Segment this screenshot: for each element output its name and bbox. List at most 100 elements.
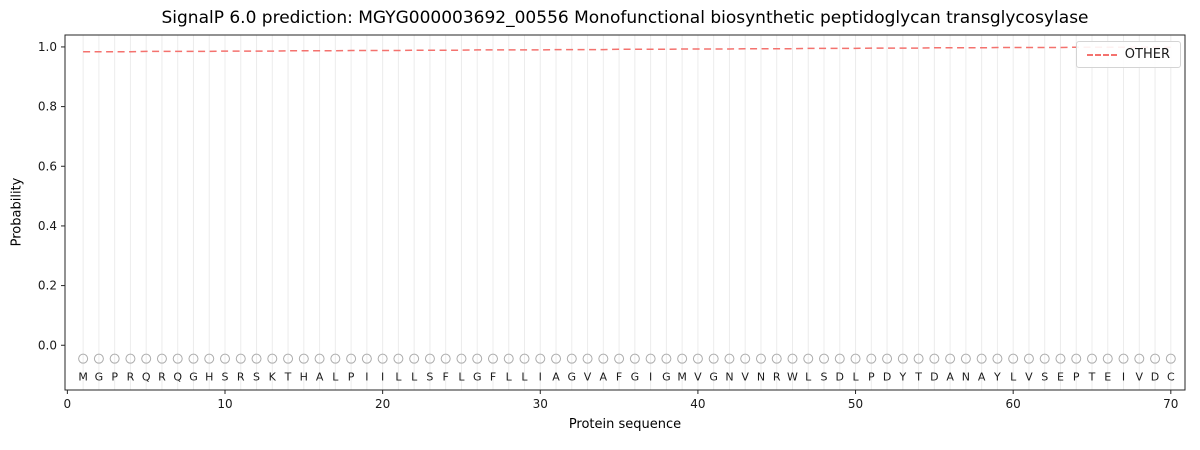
residue-letter: P bbox=[348, 371, 355, 384]
residue-marker bbox=[692, 353, 703, 364]
residue-marker bbox=[283, 353, 294, 364]
residue-marker bbox=[1118, 353, 1129, 364]
residue-marker bbox=[598, 353, 609, 364]
x-tick-label: 0 bbox=[64, 397, 72, 411]
residue-marker bbox=[330, 353, 341, 364]
residue-marker bbox=[472, 353, 483, 364]
residue-letter: L bbox=[411, 371, 418, 384]
residue-marker bbox=[1150, 353, 1161, 364]
residue-marker bbox=[1071, 353, 1082, 364]
residue-letter: W bbox=[787, 371, 798, 384]
residue-letter: N bbox=[725, 371, 733, 384]
residue-letter: Q bbox=[142, 371, 151, 384]
residue-marker bbox=[188, 353, 199, 364]
x-axis-label: Protein sequence bbox=[568, 417, 682, 432]
residue-letter: R bbox=[127, 371, 135, 384]
residue-letter: R bbox=[237, 371, 245, 384]
residue-letter: A bbox=[552, 371, 560, 384]
residue-letter: F bbox=[443, 371, 449, 384]
residue-marker bbox=[1008, 353, 1019, 364]
residue-letter: F bbox=[616, 371, 622, 384]
residue-letter: H bbox=[300, 371, 308, 384]
residue-letter: T bbox=[284, 371, 292, 384]
residue-letter: P bbox=[868, 371, 875, 384]
residue-letter: N bbox=[757, 371, 765, 384]
residue-marker bbox=[156, 353, 167, 364]
residue-marker bbox=[645, 353, 656, 364]
residue-letter: E bbox=[1057, 371, 1064, 384]
residue-letter: D bbox=[930, 371, 938, 384]
residue-letter: H bbox=[205, 371, 213, 384]
residue-letter: G bbox=[662, 371, 671, 384]
residue-marker bbox=[708, 353, 719, 364]
residue-marker bbox=[361, 353, 372, 364]
residue-letter: T bbox=[914, 371, 922, 384]
residue-letter: I bbox=[649, 371, 652, 384]
residue-marker bbox=[440, 353, 451, 364]
x-tick-label: 60 bbox=[1006, 397, 1021, 411]
residue-marker bbox=[519, 353, 530, 364]
residue-marker bbox=[976, 353, 987, 364]
residue-marker bbox=[803, 353, 814, 364]
x-tick-label: 20 bbox=[375, 397, 390, 411]
residue-letter: A bbox=[600, 371, 608, 384]
residue-marker bbox=[629, 353, 640, 364]
residue-marker bbox=[1165, 353, 1176, 364]
chart-title: SignalP 6.0 prediction: MGYG000003692_00… bbox=[161, 8, 1089, 28]
x-tick-label: 40 bbox=[690, 397, 705, 411]
x-tick-label: 30 bbox=[533, 397, 548, 411]
residue-letter: V bbox=[1136, 371, 1144, 384]
residue-letter: A bbox=[946, 371, 954, 384]
residue-letter: C bbox=[1167, 371, 1175, 384]
other-series-line bbox=[83, 46, 1171, 53]
residue-marker bbox=[1134, 353, 1145, 364]
residue-marker bbox=[456, 353, 467, 364]
residue-letter: G bbox=[473, 371, 482, 384]
residue-letter: I bbox=[365, 371, 368, 384]
residue-letter: S bbox=[821, 371, 828, 384]
residue-marker bbox=[1039, 353, 1050, 364]
residue-marker bbox=[235, 353, 246, 364]
residue-marker bbox=[661, 353, 672, 364]
residue-marker bbox=[78, 353, 89, 364]
residue-letter: D bbox=[1151, 371, 1159, 384]
residue-letter: F bbox=[490, 371, 496, 384]
residue-marker bbox=[866, 353, 877, 364]
residue-marker bbox=[1102, 353, 1113, 364]
residue-marker bbox=[298, 353, 309, 364]
y-tick-label: 1.0 bbox=[38, 40, 57, 54]
residue-letter: I bbox=[539, 371, 542, 384]
residue-letter: L bbox=[805, 371, 812, 384]
residue-letter: L bbox=[521, 371, 528, 384]
residue-letter: G bbox=[631, 371, 640, 384]
residue-letter: S bbox=[253, 371, 260, 384]
residue-marker bbox=[487, 353, 498, 364]
residue-letter: A bbox=[978, 371, 986, 384]
residue-marker bbox=[1055, 353, 1066, 364]
residue-letter: I bbox=[1122, 371, 1125, 384]
residue-letter: M bbox=[677, 371, 687, 384]
residue-marker bbox=[1086, 353, 1097, 364]
residue-marker bbox=[535, 353, 546, 364]
residue-letter: L bbox=[332, 371, 339, 384]
x-tick-label: 10 bbox=[217, 397, 232, 411]
residue-letter: S bbox=[426, 371, 433, 384]
residue-marker bbox=[929, 353, 940, 364]
residue-letter: G bbox=[568, 371, 577, 384]
residue-marker bbox=[109, 353, 120, 364]
plot-border bbox=[64, 34, 1186, 391]
residue-letter: E bbox=[1104, 371, 1111, 384]
y-tick-label: 0.6 bbox=[38, 159, 57, 173]
dashed-line-swatch-icon bbox=[1086, 53, 1117, 56]
residue-letter: V bbox=[741, 371, 749, 384]
residue-letter: S bbox=[1041, 371, 1048, 384]
y-tick-label: 0.4 bbox=[38, 219, 57, 233]
residue-marker bbox=[503, 353, 514, 364]
y-tick-label: 0.0 bbox=[38, 338, 57, 352]
residue-marker bbox=[251, 353, 262, 364]
residue-letter: M bbox=[78, 371, 88, 384]
residue-marker bbox=[1023, 353, 1034, 364]
residue-letter: L bbox=[395, 371, 402, 384]
residue-marker bbox=[551, 353, 562, 364]
x-tick-label: 50 bbox=[848, 397, 863, 411]
